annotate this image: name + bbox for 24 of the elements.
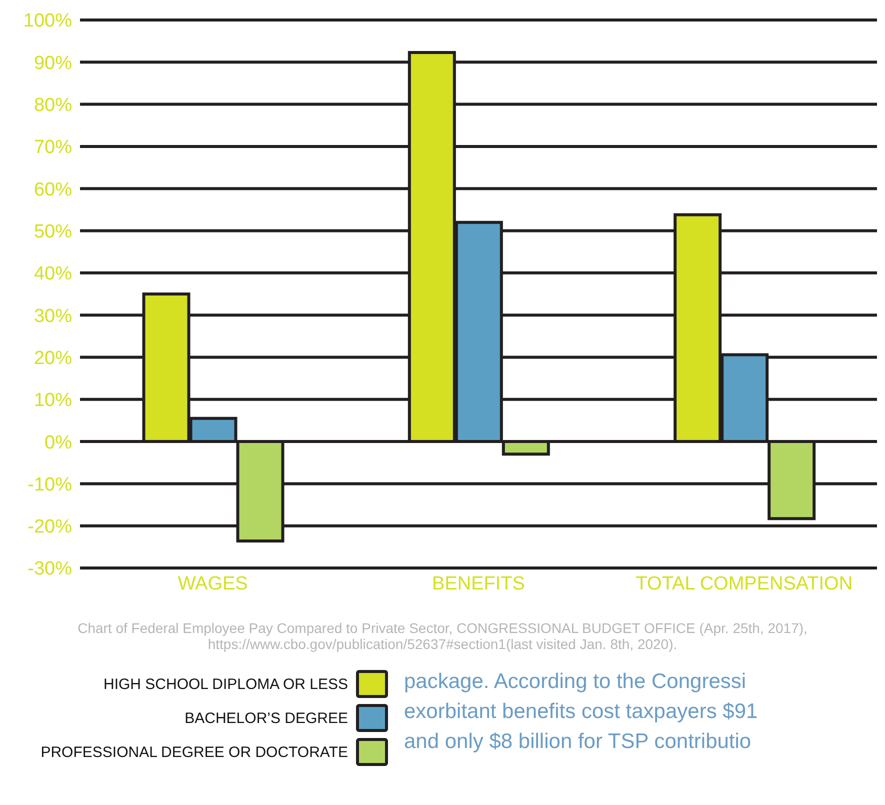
text: package. According to the Congressi: [404, 670, 748, 694]
y-tick-label: -10%: [28, 474, 72, 496]
y-tick-label: 0%: [44, 432, 72, 454]
text: and only $8 billion for TSP contributio: [404, 730, 752, 754]
y-tick-label: -30%: [28, 558, 72, 580]
text: exorbitant benefits cost taxpayers $91: [404, 700, 758, 724]
x-tick-label: BENEFITS: [432, 573, 525, 594]
y-tick-label: 40%: [34, 264, 72, 285]
y-tick-label: 60%: [34, 179, 72, 200]
y-tick-label: -20%: [28, 516, 72, 538]
legend-label: BACHELOR’S DEGREE: [184, 710, 348, 726]
y-tick-label: 50%: [34, 222, 72, 243]
y-tick-label: 10%: [34, 390, 72, 412]
y-tick-label: 80%: [34, 95, 72, 116]
legend-label: HIGH SCHOOL DIPLOMA OR LESS: [103, 676, 348, 692]
y-tick-label: 100%: [23, 10, 72, 32]
y-tick-label: 90%: [34, 52, 72, 74]
y-tick-label: 20%: [34, 348, 72, 369]
y-tick-label: 70%: [34, 137, 72, 158]
legend-label: PROFESSIONAL DEGREE OR DOCTORATE: [40, 744, 348, 760]
x-tick-label: WAGES: [178, 573, 248, 594]
y-tick-label: 30%: [34, 306, 72, 327]
x-tick-label: TOTAL COMPENSATION: [636, 573, 853, 594]
text: Chart of Federal Employee Pay Compared to Private Sector, CONGRESSIONAL BUDGET OFFICE (Apr. 25th, 2017), https://www.cbo.gov/publication/52637#section1(last visited Jan. 8th, 2020).: [76, 619, 808, 652]
